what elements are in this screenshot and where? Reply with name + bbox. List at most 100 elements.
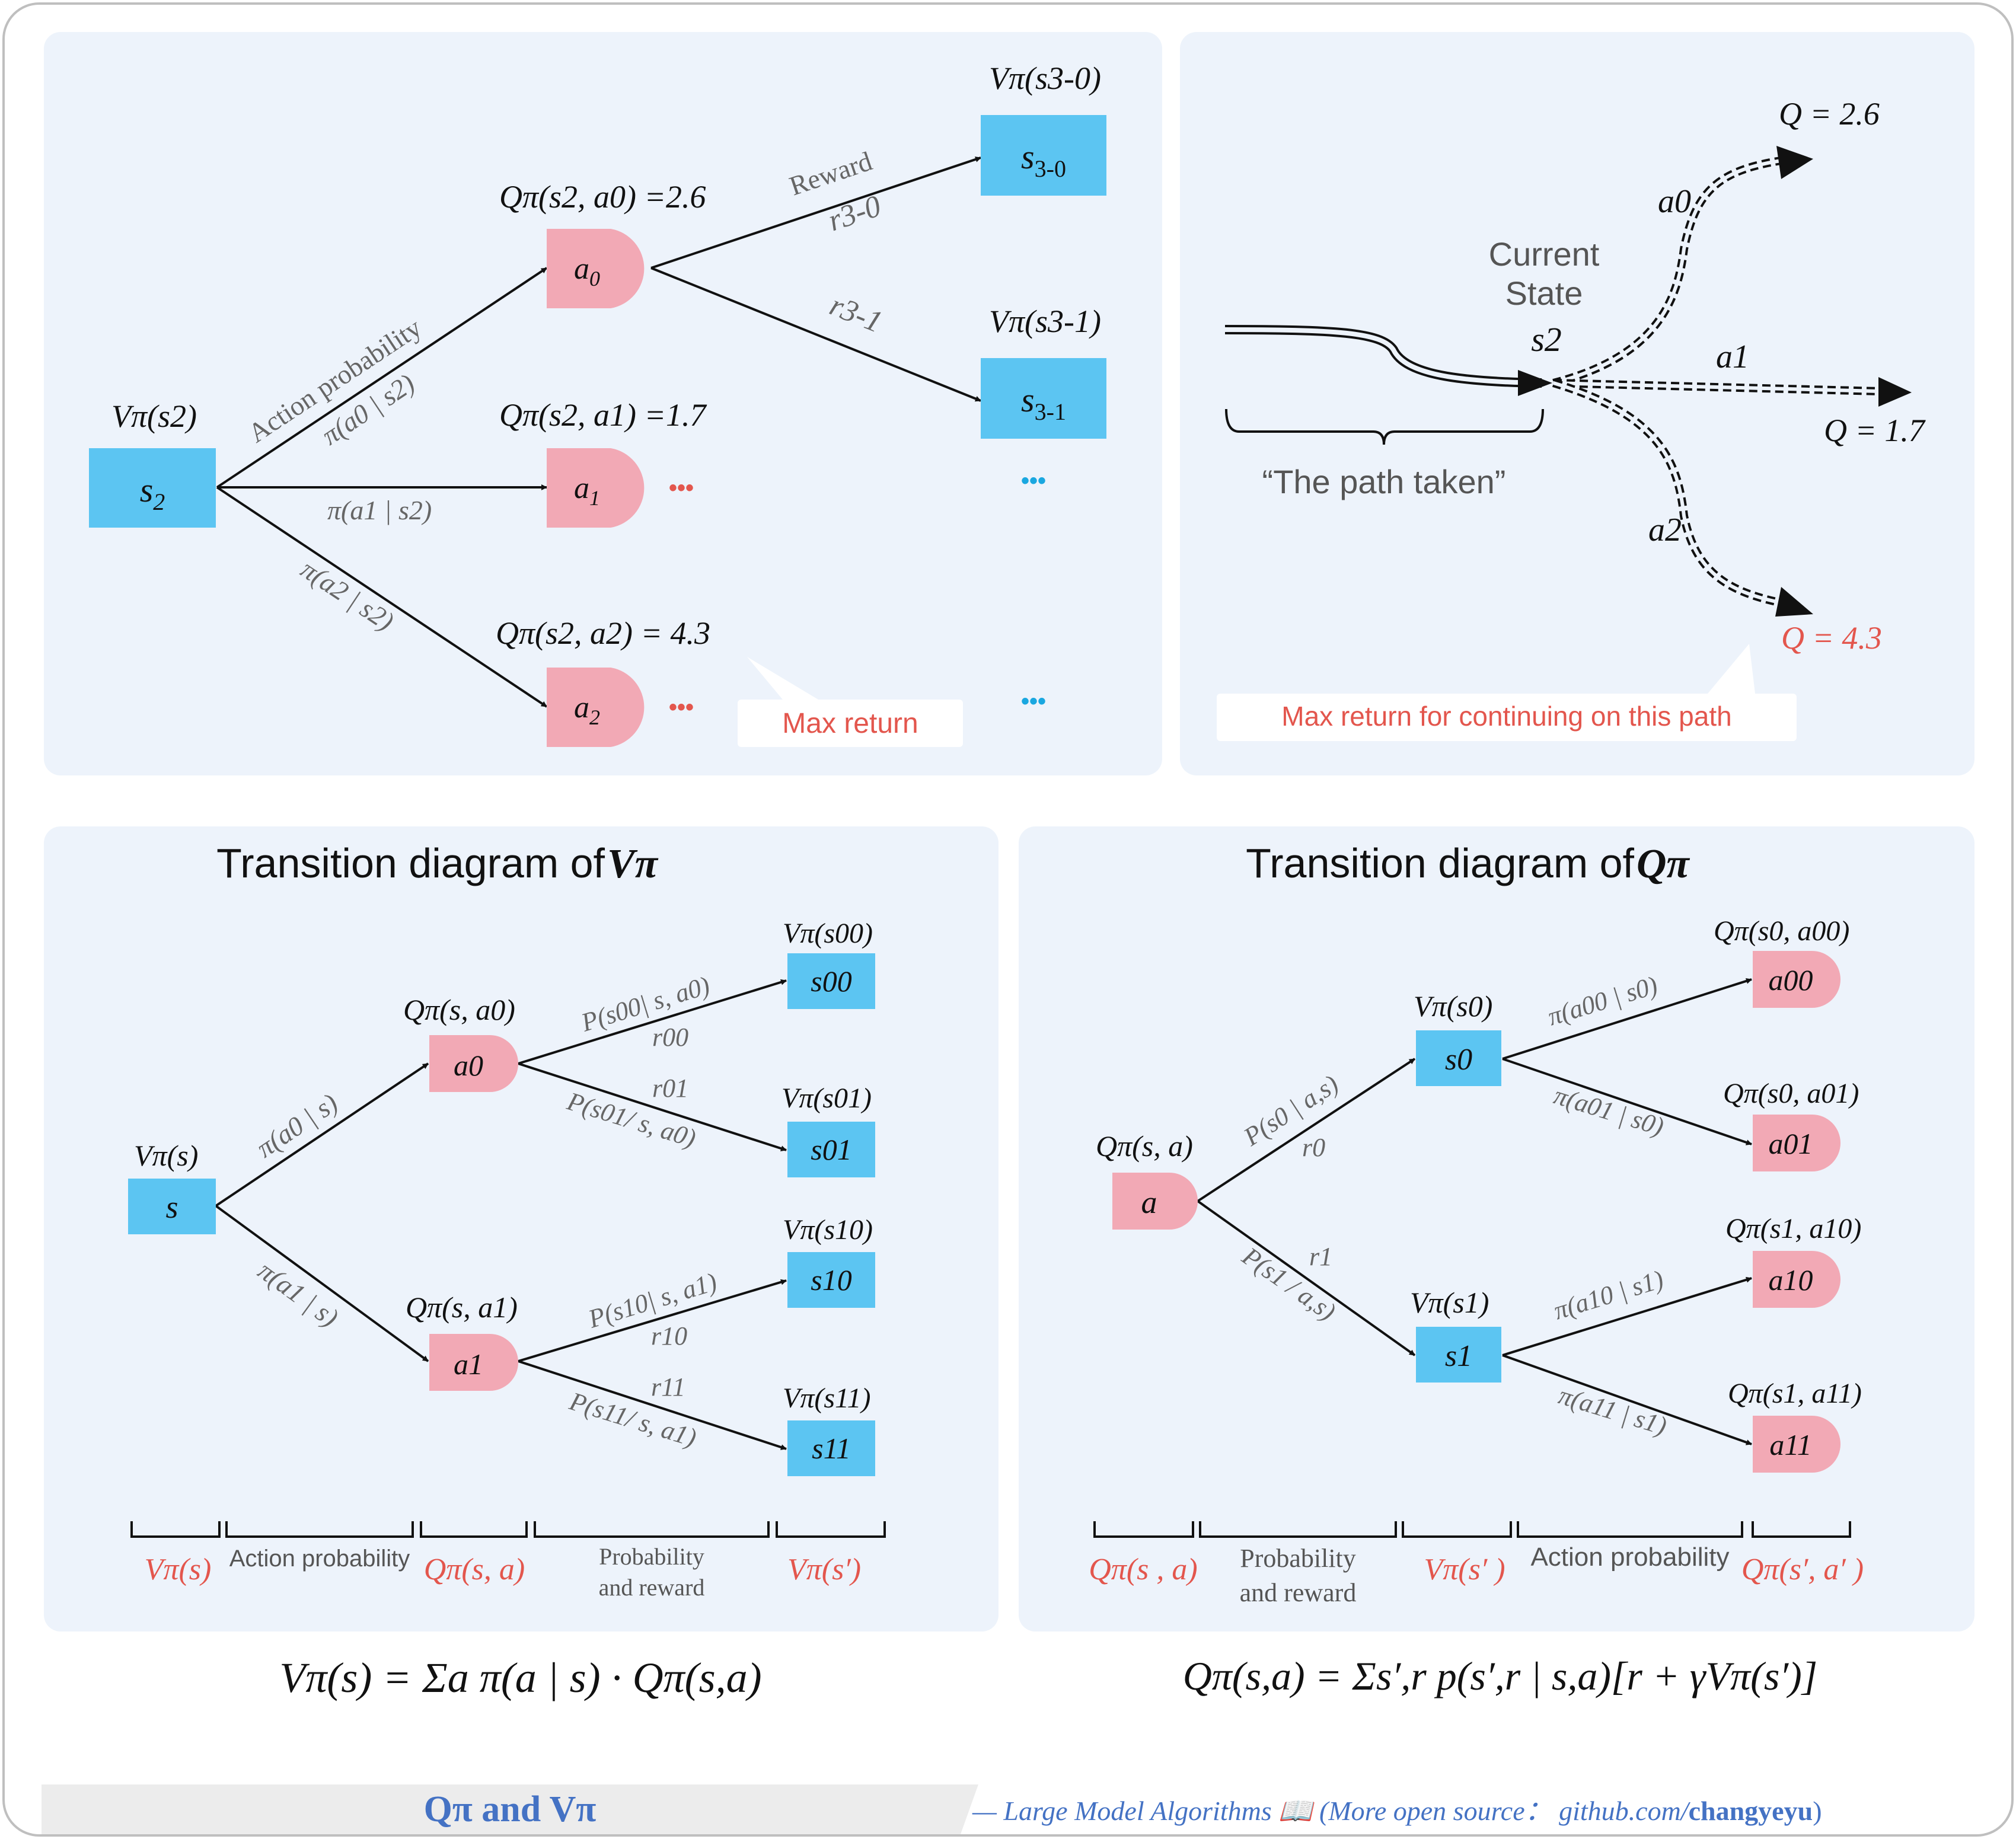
path-taken-inner [1224, 327, 1542, 385]
state-node-s [128, 1179, 216, 1234]
edge-a1-s11 [518, 1360, 787, 1450]
edge-a-s0 [1197, 1058, 1416, 1202]
br-formula: Qπ(s,a) = Σs′,r p(s′,r | s,a)[r + γVπ(s′… [1183, 1653, 1818, 1698]
action-node-a01-label: a01 [1769, 1127, 1813, 1160]
edge-a1-s10 [518, 1279, 787, 1362]
action-node-a2-label: a2 [574, 691, 600, 729]
br-brace-4 [1517, 1521, 1743, 1538]
edge-a0-s00 [518, 979, 787, 1065]
branch-a2-label: a2 [1648, 512, 1682, 548]
banner-title: Qπ and Vπ [424, 1789, 596, 1830]
state-node-s01 [787, 1122, 875, 1177]
branch-a0-inner [1553, 158, 1785, 385]
edge-s0-a00 [1502, 978, 1752, 1060]
bl-formula: Vπ(s) = Σa π(a | s) · Qπ(s,a) [279, 1654, 761, 1701]
br-r0: r0 [1302, 1133, 1325, 1162]
state-node-s10-label: s10 [811, 1263, 851, 1297]
br-brace-3 [1402, 1521, 1512, 1538]
action-node-a11 [1753, 1416, 1840, 1473]
action-node-a0-label: a0 [574, 252, 600, 290]
ellipsis-right: ••• [1021, 688, 1046, 714]
tl-edges [216, 157, 981, 708]
bl-brace-1 [130, 1521, 221, 1538]
edge-s-a1 [215, 1205, 429, 1362]
panel-bottom-left [44, 826, 999, 1632]
bl-v-s11: Vπ(s11) [783, 1383, 870, 1414]
state-node-s31-label: s3-1 [1021, 381, 1066, 425]
state-node-s0-label: s0 [1445, 1043, 1472, 1077]
action-node-a0 [547, 229, 645, 308]
branch-a2-arrowhead [1775, 587, 1813, 617]
edge-s0-a01 [1502, 1058, 1752, 1145]
action-node-a1-label: a1 [574, 471, 600, 510]
edge-a0-s31 [650, 267, 981, 402]
bl-v-s: Vπ(s) [134, 1139, 198, 1172]
branch-a2-q: Q = 4.3 [1781, 620, 1882, 656]
edge-s2-a2 [216, 486, 548, 708]
q-label-a1: Qπ(s2, a1) =1.7 [499, 397, 707, 433]
state-node-s31 [981, 358, 1106, 439]
path-taken-brace [1225, 408, 1544, 445]
state-node-s0 [1416, 1030, 1501, 1086]
bl-q-a0: Qπ(s, a0) [403, 993, 515, 1026]
action-node-a01 [1753, 1115, 1840, 1171]
br-edges [1197, 978, 1752, 1445]
q-label-a0: Qπ(s2, a0) =2.6 [499, 179, 706, 215]
state-node-s00 [787, 953, 875, 1009]
state-node-s2 [89, 448, 216, 528]
state-node-s30-label: s3-0 [1021, 138, 1066, 182]
tr-labels: Current State s2 “The path taken” a0 a1 … [1217, 96, 1926, 741]
bl-q-a1: Qπ(s, a1) [406, 1291, 518, 1324]
action-node-bl-a1-label: a1 [454, 1348, 483, 1381]
bl-footer: Vπ(s) Action probability Qπ(s, a) Probab… [130, 1521, 886, 1601]
br-q-sa: Qπ(s, a) [1096, 1129, 1193, 1163]
state-node-s01-label: s01 [811, 1133, 851, 1166]
ellipsis-s31: ••• [1021, 468, 1046, 494]
br-v-s0: Vπ(s0) [1414, 989, 1492, 1023]
value-label-s31: Vπ(s3-1) [989, 304, 1101, 339]
tl-nodes: s2 a0 a1 a2 s3-0 s3-1 [89, 115, 1106, 747]
branch-a1-label: a1 [1716, 339, 1749, 375]
action-node-a11-label: a11 [1769, 1428, 1811, 1461]
state-node-s2-label: s2 [140, 471, 165, 515]
state-node-s30 [981, 115, 1106, 196]
br-brace-2 [1199, 1521, 1397, 1538]
panel-bottom-right [1019, 826, 1974, 1632]
branch-a1-inner [1553, 381, 1880, 393]
callout-max-return-path: Max return for continuing on this path [1281, 701, 1731, 732]
edge-a-s1 [1197, 1200, 1416, 1356]
bl-footer-2: Action probability [229, 1546, 410, 1572]
bl-footer-3: Qπ(s, a) [424, 1553, 525, 1586]
br-nodes: a s0 s1 a00 a01 a10 a11 [1112, 951, 1840, 1473]
br-q-11: Qπ(s1, a11) [1728, 1378, 1862, 1409]
callout-pointer-tl [747, 657, 818, 700]
bl-footer-4-box: Probability and reward [599, 1543, 705, 1601]
action-node-bl-a1 [429, 1334, 518, 1391]
edge-s-a0 [215, 1062, 429, 1207]
edge-s1-a11 [1502, 1354, 1752, 1445]
bl-v-s00: Vπ(s00) [783, 918, 873, 949]
branch-a0-label: a0 [1658, 183, 1691, 220]
br-footer-2-box: Probability and reward [1239, 1544, 1357, 1607]
br-v-s1: Vπ(s1) [1410, 1286, 1489, 1319]
bl-brace-4 [534, 1521, 770, 1538]
br-title: Transition diagram of [1246, 840, 1634, 886]
path-taken-label: “The path taken” [1262, 463, 1506, 500]
current-state-label: s2 [1531, 320, 1562, 359]
action-node-bl-a0-label: a0 [454, 1049, 483, 1082]
br-footer-4-box: Action probability [1530, 1543, 1729, 1572]
br-r1: r1 [1309, 1242, 1332, 1271]
bl-v-s01: Vπ(s01) [781, 1083, 872, 1114]
br-footer-5: Qπ(s′, a′ ) [1741, 1553, 1864, 1586]
edge-s2-a0 [216, 267, 548, 489]
br-q-10: Qπ(s1, a10) [1725, 1213, 1861, 1244]
bl-nodes: s a0 a1 s00 s01 s10 s11 [128, 953, 875, 1476]
edge-a0-s01 [518, 1062, 787, 1151]
edge-s1-a10 [1502, 1276, 1752, 1356]
action-node-a [1112, 1173, 1198, 1230]
state-node-s-label: s [165, 1189, 178, 1225]
callout-max-return: Max return [782, 708, 918, 739]
br-footer-2: Probability and reward [1239, 1544, 1357, 1607]
